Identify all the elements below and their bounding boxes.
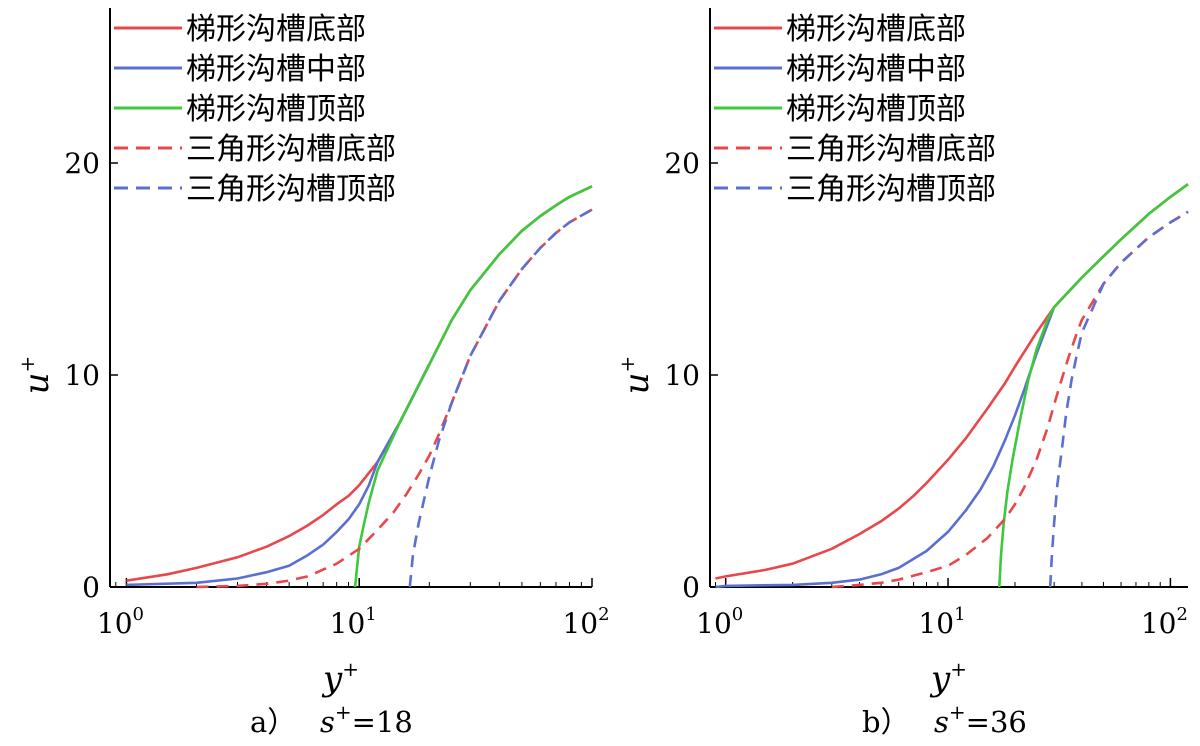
series-line-5 bbox=[1048, 210, 1189, 588]
series-line-1 bbox=[126, 185, 593, 582]
y-axis-title: u+ bbox=[15, 356, 57, 395]
chart-panel-a: 0 10 20 100 101 102 y+ u+ 梯形沟槽底部梯形沟槽中部梯形沟槽顶部三角形沟… bbox=[15, 8, 610, 739]
series-line-5 bbox=[408, 208, 593, 588]
legend-label-3: 梯形沟槽顶部 bbox=[186, 92, 366, 127]
legend-label-1: 梯形沟槽底部 bbox=[186, 12, 366, 47]
x-tick-label: 102 bbox=[562, 604, 609, 640]
x-tick-label: 100 bbox=[97, 604, 144, 640]
x-tick-label: 100 bbox=[696, 604, 743, 640]
x-tick-label: 102 bbox=[1141, 604, 1188, 640]
legend-label-4: 三角形沟槽底部 bbox=[186, 132, 396, 167]
series-line-3 bbox=[998, 183, 1189, 588]
series-line-4 bbox=[196, 208, 593, 589]
y-tick-label: 0 bbox=[82, 571, 100, 604]
series-line-2 bbox=[715, 306, 1056, 589]
legend-label-5: 三角形沟槽顶部 bbox=[786, 172, 996, 207]
legend-label-3: 梯形沟槽顶部 bbox=[786, 92, 966, 127]
series-line-3 bbox=[353, 185, 593, 588]
series-line-4 bbox=[831, 210, 1189, 589]
chart-panel-b: 0 10 20 100 101 102 y+ u+ 梯形沟槽底部梯形沟槽中部梯形沟槽顶部三角形沟… bbox=[615, 8, 1189, 739]
series-line-2 bbox=[126, 363, 431, 587]
y-tick-label: 10 bbox=[64, 359, 100, 392]
panel-caption-label: a） bbox=[250, 705, 296, 739]
legend-label-2: 梯形沟槽中部 bbox=[186, 52, 366, 87]
x-axis-title: y+ bbox=[929, 657, 967, 699]
y-tick-label: 20 bbox=[664, 147, 700, 180]
legend-label-1: 梯形沟槽底部 bbox=[786, 12, 966, 47]
y-tick-label: 10 bbox=[664, 359, 700, 392]
x-tick-label: 101 bbox=[330, 604, 377, 640]
legend-label-5: 三角形沟槽顶部 bbox=[186, 172, 396, 207]
y-tick-label: 20 bbox=[64, 147, 100, 180]
y-tick-label: 0 bbox=[682, 571, 700, 604]
panel-caption-param: s+=36 bbox=[934, 700, 1027, 739]
x-axis-title: y+ bbox=[321, 657, 359, 699]
panel-caption-label: b） bbox=[862, 705, 910, 739]
x-tick-label: 101 bbox=[918, 604, 965, 640]
legend-label-2: 梯形沟槽中部 bbox=[786, 52, 966, 87]
panel-caption-param: s+=18 bbox=[320, 700, 413, 739]
legend-label-4: 三角形沟槽底部 bbox=[786, 132, 996, 167]
y-axis-title: u+ bbox=[615, 356, 657, 395]
